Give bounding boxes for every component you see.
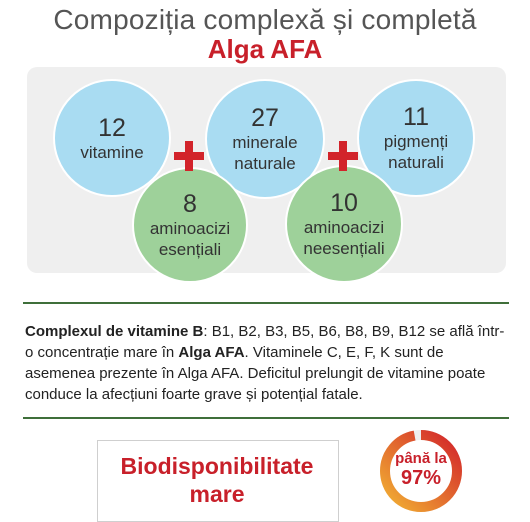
- vitamin-description: Complexul de vitamine B: B1, B2, B3, B5,…: [25, 321, 511, 405]
- gauge-arc: [380, 430, 462, 512]
- bioavailability-text: Biodisponibilitate mare: [97, 452, 337, 508]
- gauge-prefix: până la: [395, 450, 447, 467]
- bioavailability-line1: Biodisponibilitate: [120, 453, 314, 479]
- circle-vitamine: 12 vitamine: [53, 79, 171, 197]
- description-part2: . Vitaminele C, E, F, K sunt de asemenea…: [25, 344, 486, 403]
- divider: [23, 417, 509, 419]
- circle-label: vitamine: [80, 142, 144, 162]
- circle-label: naturali: [388, 153, 444, 172]
- bioavailability-box: [97, 440, 339, 522]
- page-title: Compoziția complexă și completă: [53, 4, 477, 35]
- circle-number: 8: [183, 190, 197, 218]
- circle-aminoacizi-neesentiali: 10 aminoacizi neesențiali: [285, 165, 403, 283]
- gauge-value: 97%: [400, 467, 442, 489]
- description-part1: : B1, B2, B3, B5, B6, B8, B9, B12 se afl…: [25, 323, 505, 361]
- description-lead: Complexul de vitamine B: [25, 323, 204, 340]
- page-subtitle: Alga AFA: [207, 34, 323, 64]
- circle-label: aminoacizi: [303, 218, 385, 237]
- circle-number: 27: [251, 104, 279, 132]
- circle-number: 10: [330, 189, 358, 217]
- bioavailability-line2: mare: [189, 481, 245, 507]
- circle-label: esențiali: [158, 240, 222, 259]
- circle-number: 11: [403, 103, 429, 131]
- description-brand: Alga AFA: [178, 344, 245, 361]
- gauge-label: până la 97%: [378, 450, 464, 489]
- circle-label: naturale: [234, 154, 296, 173]
- divider: [23, 302, 509, 304]
- plus-icon: [174, 141, 204, 171]
- circle-number: 12: [98, 113, 126, 142]
- circle-aminoacizi-esentiali: 8 aminoacizi esențiali: [132, 167, 248, 283]
- circle-label: aminoacizi: [149, 219, 231, 238]
- circle-label: neesențiali: [303, 239, 385, 258]
- circle-label: minerale: [232, 133, 298, 152]
- bioavailability-gauge: [380, 430, 462, 512]
- circle-pigmenti: 11 pigmenți naturali: [357, 79, 475, 197]
- circle-label: pigmenți: [383, 132, 449, 151]
- plus-icon: [328, 141, 358, 171]
